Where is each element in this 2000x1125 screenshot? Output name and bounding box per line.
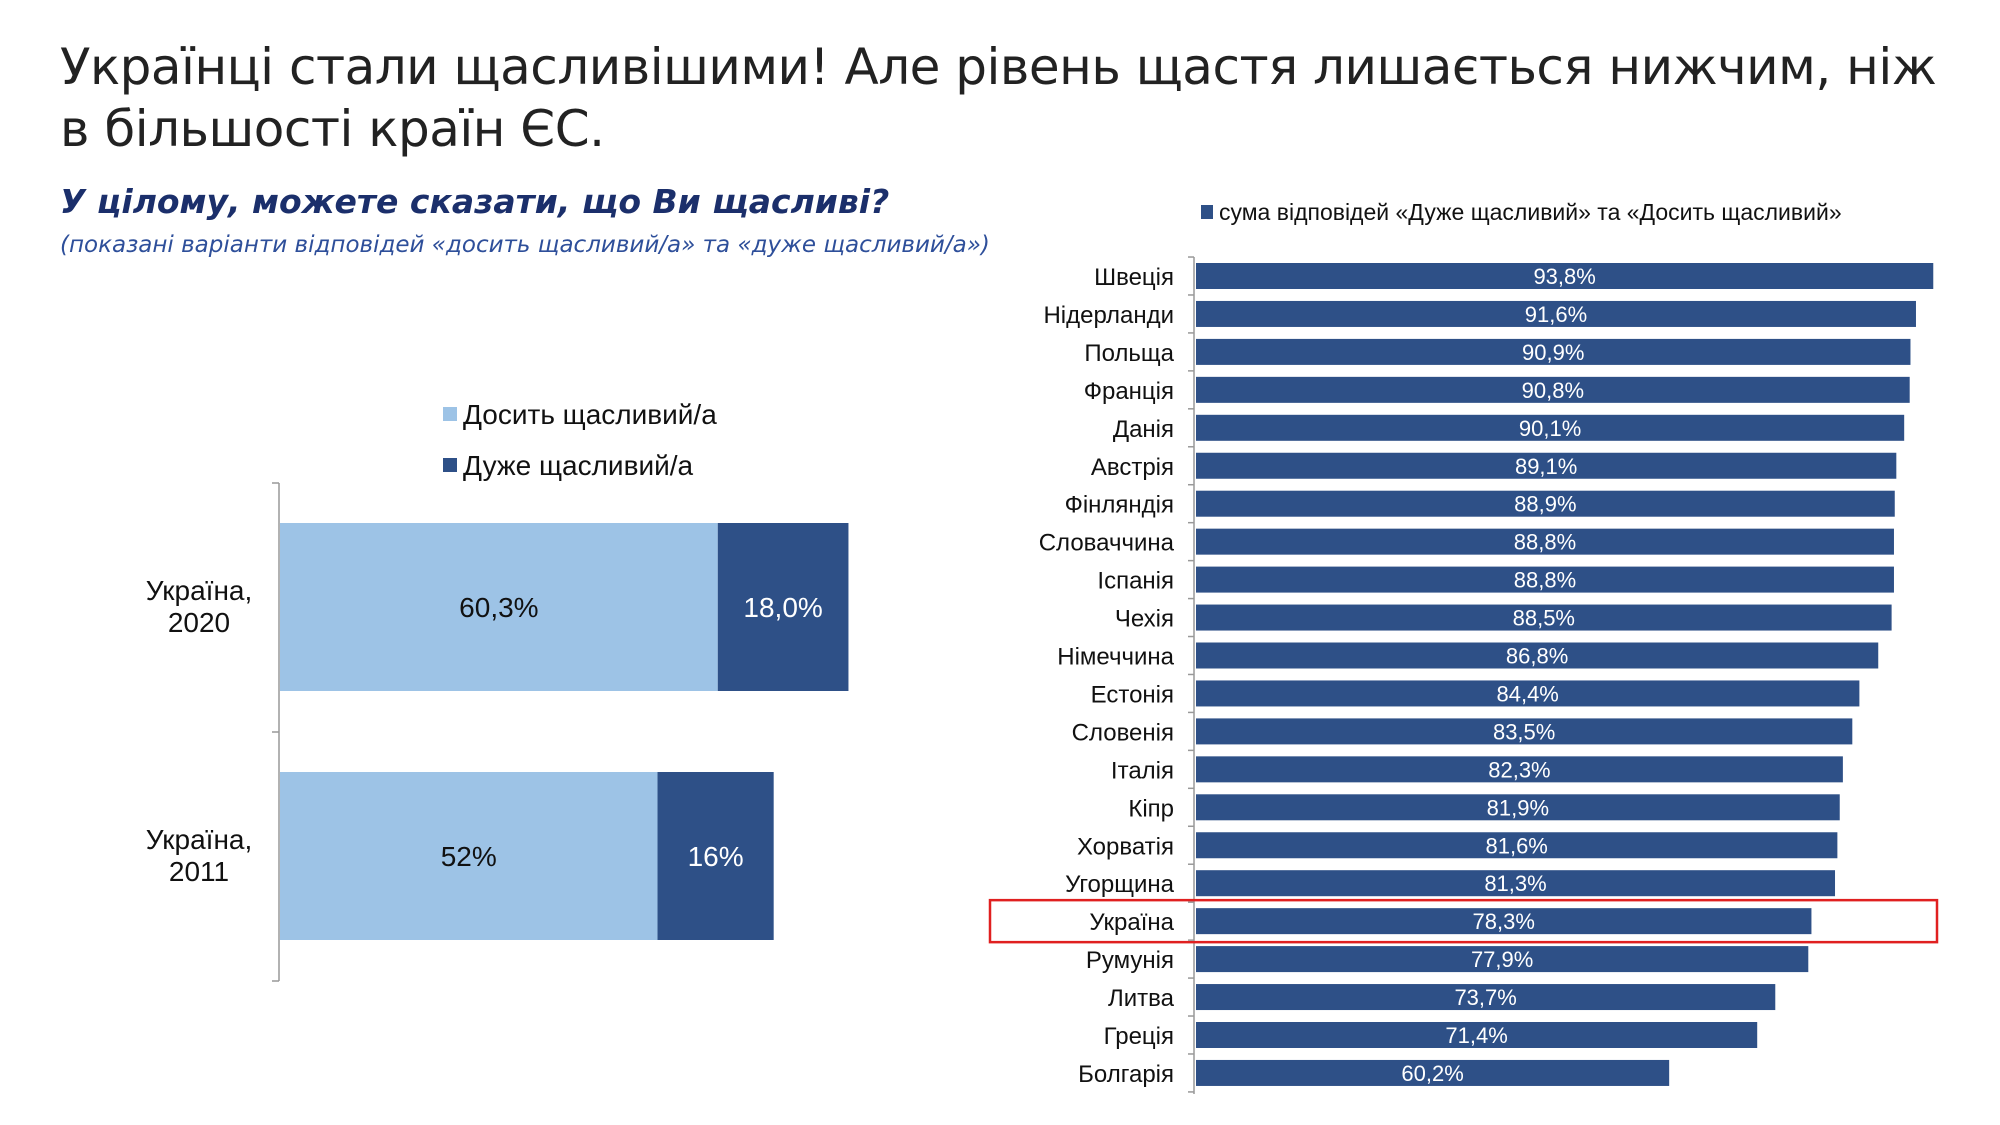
category-label: Франція bbox=[1084, 378, 1174, 405]
category-label: Іспанія bbox=[1097, 568, 1174, 595]
stacked-bar-segment bbox=[280, 772, 658, 940]
category-label: Румунія bbox=[1086, 947, 1174, 974]
category-label: Україна, bbox=[146, 575, 253, 606]
bar bbox=[1196, 452, 1897, 479]
category-label: Естонія bbox=[1091, 681, 1174, 708]
category-label: Болгарія bbox=[1078, 1061, 1174, 1088]
legend-swatch bbox=[1201, 205, 1213, 219]
category-label: Фінляндія bbox=[1065, 492, 1174, 519]
bar bbox=[1196, 528, 1894, 555]
category-label: Угорщина bbox=[1065, 871, 1174, 898]
category-label: Швеція bbox=[1094, 264, 1174, 291]
data-label: 89,1% bbox=[1515, 454, 1577, 479]
category-label: Данія bbox=[1113, 416, 1174, 443]
survey-question: У цілому, можете сказати, що Ви щасливі? bbox=[60, 182, 890, 221]
data-label: 60,3% bbox=[459, 592, 538, 623]
bar bbox=[1196, 490, 1895, 517]
bar bbox=[1196, 984, 1776, 1011]
legend-label: Досить щасливий/а bbox=[463, 399, 717, 430]
category-label: Австрія bbox=[1091, 454, 1174, 481]
data-label: 90,8% bbox=[1522, 378, 1584, 403]
data-label: 16% bbox=[688, 841, 744, 872]
category-label: Польща bbox=[1084, 340, 1174, 367]
bar bbox=[1196, 680, 1860, 707]
bar bbox=[1196, 1022, 1758, 1048]
slide-title: Українці стали щасливішими! Але рівень щ… bbox=[60, 38, 1937, 158]
data-label: 78,3% bbox=[1473, 909, 1535, 934]
category-label: Україна bbox=[1089, 909, 1174, 936]
bar bbox=[1196, 642, 1879, 669]
highlight-box bbox=[988, 898, 1939, 944]
legend-swatch bbox=[443, 407, 457, 421]
data-label: 88,8% bbox=[1514, 530, 1576, 555]
data-label: 52% bbox=[441, 841, 497, 872]
bar bbox=[1196, 566, 1894, 593]
bar bbox=[1196, 832, 1838, 859]
stacked-bar-segment bbox=[717, 523, 849, 691]
data-label: 60,2% bbox=[1401, 1061, 1463, 1086]
data-label: 81,9% bbox=[1487, 795, 1549, 820]
category-label: Словаччина bbox=[1039, 530, 1175, 557]
category-label: Україна, bbox=[146, 824, 253, 855]
data-label: 93,8% bbox=[1533, 264, 1595, 289]
bar bbox=[1196, 263, 1934, 289]
bar bbox=[1196, 1059, 1670, 1086]
category-label: Чехія bbox=[1115, 606, 1174, 633]
data-label: 81,3% bbox=[1484, 871, 1546, 896]
data-label: 84,4% bbox=[1496, 681, 1558, 706]
bar bbox=[1196, 794, 1840, 821]
category-label: Німеччина bbox=[1057, 644, 1174, 671]
category-label: Італія bbox=[1111, 757, 1174, 784]
data-label: 73,7% bbox=[1454, 985, 1516, 1010]
bar bbox=[1196, 718, 1853, 745]
category-label: Хорватія bbox=[1077, 833, 1174, 860]
data-label: 91,6% bbox=[1525, 302, 1587, 327]
data-label: 86,8% bbox=[1506, 644, 1568, 669]
data-label: 83,5% bbox=[1493, 719, 1555, 744]
legend-label: сума відповідей «Дуже щасливий» та «Доси… bbox=[1219, 199, 1842, 225]
legend-swatch bbox=[443, 458, 457, 472]
bar bbox=[1196, 338, 1911, 365]
category-label: Словенія bbox=[1072, 719, 1174, 746]
data-label: 88,8% bbox=[1514, 568, 1576, 593]
data-label: 90,9% bbox=[1522, 340, 1584, 365]
category-label: 2020 bbox=[168, 607, 230, 638]
bar bbox=[1196, 946, 1809, 973]
legend-label: Дуже щасливий/а bbox=[463, 450, 693, 481]
stacked-bar-segment bbox=[657, 772, 774, 940]
bar bbox=[1196, 756, 1843, 783]
bar bbox=[1196, 300, 1916, 327]
data-label: 18,0% bbox=[743, 592, 822, 623]
data-label: 77,9% bbox=[1471, 947, 1533, 972]
data-label: 82,3% bbox=[1488, 757, 1550, 782]
bar bbox=[1196, 414, 1905, 441]
data-label: 90,1% bbox=[1519, 416, 1581, 441]
data-label: 81,6% bbox=[1485, 833, 1547, 858]
bar bbox=[1196, 870, 1836, 897]
category-label: 2011 bbox=[169, 856, 229, 887]
data-label: 88,9% bbox=[1514, 492, 1576, 517]
category-label: Нідерланди bbox=[1043, 302, 1174, 329]
category-label: Кіпр bbox=[1128, 795, 1174, 822]
bar bbox=[1196, 604, 1892, 631]
data-label: 71,4% bbox=[1445, 1023, 1507, 1048]
answer-note: (показані варіанти відповідей «досить ща… bbox=[60, 232, 990, 258]
category-label: Литва bbox=[1108, 985, 1175, 1012]
bar bbox=[1196, 376, 1910, 403]
category-label: Греція bbox=[1104, 1023, 1174, 1050]
data-label: 88,5% bbox=[1513, 606, 1575, 631]
bar bbox=[1196, 908, 1812, 935]
stacked-bar-segment bbox=[280, 523, 718, 691]
